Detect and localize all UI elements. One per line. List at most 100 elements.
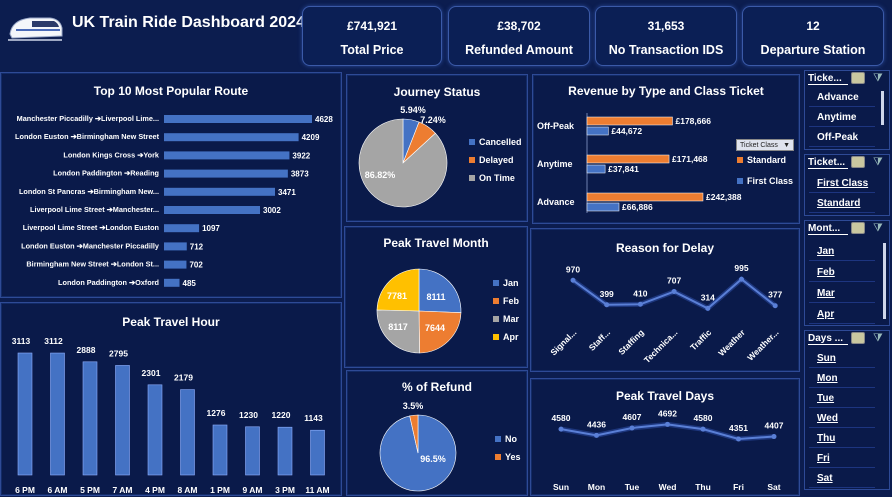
category-label: Technica... xyxy=(642,327,680,365)
category-label: Fri xyxy=(733,482,744,492)
kpi-value: £741,921 xyxy=(346,19,398,33)
slicer-item[interactable]: Off-Peak xyxy=(809,129,875,147)
revenue-bar xyxy=(586,192,704,202)
multi-select-icon[interactable] xyxy=(851,156,865,168)
hour-bar xyxy=(277,426,293,476)
kpi-transaction-ids: 31,653 No Transaction IDS xyxy=(595,6,737,66)
journey-panel: Journey Status Cancelled Delayed On Time 5.… xyxy=(346,74,528,222)
slicer-header: Ticket... xyxy=(808,157,848,169)
revenue-value-label: £37,841 xyxy=(608,164,639,174)
legend-label: On Time xyxy=(479,173,515,183)
data-label: 995 xyxy=(734,263,748,273)
category-label: Thu xyxy=(695,482,711,492)
hour-category-label: 4 PM xyxy=(145,485,165,495)
multi-select-icon[interactable] xyxy=(851,332,865,344)
pie-slice xyxy=(409,414,419,454)
hour-category-label: 1 PM xyxy=(210,485,230,495)
chevron-down-icon: ▼ xyxy=(783,142,790,149)
pie-slice xyxy=(376,268,420,312)
journey-title: Journey Status xyxy=(393,85,481,99)
slicer-item[interactable]: Mon xyxy=(809,370,875,388)
slicer-item[interactable]: Tue xyxy=(809,390,875,408)
ticket-class-dropdown-label: Ticket Class xyxy=(740,142,778,149)
ticket-class-dropdown[interactable]: Ticket Class ▼ xyxy=(736,139,794,151)
clear-filter-icon[interactable]: ⧩ xyxy=(873,156,883,168)
hour-value-label: 2301 xyxy=(142,368,161,378)
days-panel: Peak Travel Days 4580 Sun 4436 Mon 4607 Tue 46… xyxy=(530,378,800,496)
hour-value-label: 1276 xyxy=(207,408,226,418)
route-bar xyxy=(164,206,261,214)
data-label: 4580 xyxy=(552,413,571,423)
hour-value-label: 2795 xyxy=(109,348,128,358)
pie-slice xyxy=(376,309,420,354)
route-label: Birmingham New Street ➔London St... xyxy=(26,260,159,269)
data-point xyxy=(665,421,670,427)
route-label: London Kings Cross ➔York xyxy=(63,150,160,159)
pie-data-label: 5.94% xyxy=(400,105,426,115)
revenue-bar xyxy=(586,202,620,212)
slicer-item[interactable]: Anytime xyxy=(809,109,875,127)
category-label: Staff... xyxy=(587,327,612,352)
data-label: 970 xyxy=(566,264,580,274)
data-point xyxy=(594,432,599,438)
legend-label: First Class xyxy=(747,176,793,186)
slicer-item[interactable]: Advance xyxy=(809,89,875,107)
clear-filter-icon[interactable]: ⧩ xyxy=(873,222,883,234)
route-bar xyxy=(164,133,299,142)
slicer-item[interactable]: Sun xyxy=(809,350,875,368)
hour-category-label: 6 PM xyxy=(15,485,35,495)
slicer-item[interactable]: Mar xyxy=(809,285,875,303)
clear-filter-icon[interactable]: ⧩ xyxy=(873,72,883,84)
multi-select-icon[interactable] xyxy=(851,72,865,84)
pie-slice xyxy=(418,310,462,354)
slicer-item[interactable]: Thu xyxy=(809,430,875,448)
legend-swatch xyxy=(469,139,475,145)
hour-bar xyxy=(212,424,228,476)
data-label: 4607 xyxy=(623,412,642,422)
route-label: London Euston ➔Birmingham New Street xyxy=(15,132,160,141)
slicer-month[interactable]: Mont... ⧩ Jan Feb Mar Apr xyxy=(804,220,890,326)
slicer-ticket-class[interactable]: Ticket... ⧩ First Class Standard xyxy=(804,154,890,216)
slicer-days[interactable]: Days ... ⧩ Sun Mon Tue Wed Thu Fri Sat xyxy=(804,330,890,490)
slicer-item[interactable]: Wed xyxy=(809,410,875,428)
route-value-label: 4209 xyxy=(302,133,320,142)
revenue-bar xyxy=(586,116,673,126)
kpi-departure-station: 12 Departure Station xyxy=(742,6,884,66)
slicer-item[interactable]: Fri xyxy=(809,450,875,468)
data-label: 4407 xyxy=(765,421,784,431)
route-label: London Paddington ➔Oxford xyxy=(58,278,159,287)
slicer-item[interactable]: Jan xyxy=(809,243,875,261)
slicer-item[interactable]: Sat xyxy=(809,470,875,488)
route-value-label: 485 xyxy=(183,279,197,288)
pie-data-label: 8111 xyxy=(426,292,445,302)
data-point xyxy=(570,277,576,283)
data-point xyxy=(771,434,777,440)
pie-data-label: 96.5% xyxy=(420,454,446,464)
hour-chart: 3113 6 PM 3112 6 AM 2888 5 PM 2795 7 AM 2301 4 PM… xyxy=(12,336,330,495)
pie-data-label: 7781 xyxy=(387,291,407,301)
revenue-bar xyxy=(586,154,670,164)
scrollbar[interactable] xyxy=(883,243,886,319)
hour-bar xyxy=(82,361,98,476)
slicer-item[interactable]: Apr xyxy=(809,306,875,324)
legend-label: Mar xyxy=(503,314,520,324)
route-bar xyxy=(164,224,200,233)
data-point xyxy=(736,436,741,442)
month-chart: Jan Feb Mar Apr 8111 7644 8117 7781 xyxy=(376,268,520,354)
multi-select-icon[interactable] xyxy=(851,222,865,234)
data-label: 4692 xyxy=(658,408,677,418)
slicer-item[interactable]: Standard xyxy=(809,195,875,213)
slicer-item[interactable]: First Class xyxy=(809,175,875,193)
category-label: Tue xyxy=(625,482,640,492)
route-value-label: 3002 xyxy=(263,206,281,215)
legend-label: Jan xyxy=(503,278,519,288)
pie-data-label: 86.82% xyxy=(365,170,396,180)
route-bar xyxy=(164,169,288,178)
slicer-ticket-type[interactable]: Ticke... ⧩ Advance Anytime Off-Peak xyxy=(804,70,890,150)
route-label: London Paddington ➔Reading xyxy=(53,169,159,178)
legend-swatch xyxy=(493,334,499,340)
scrollbar[interactable] xyxy=(881,91,884,125)
slicer-item[interactable]: Feb xyxy=(809,264,875,282)
refund-chart: No Yes 96.5% 3.5% xyxy=(379,401,521,492)
clear-filter-icon[interactable]: ⧩ xyxy=(873,332,883,344)
